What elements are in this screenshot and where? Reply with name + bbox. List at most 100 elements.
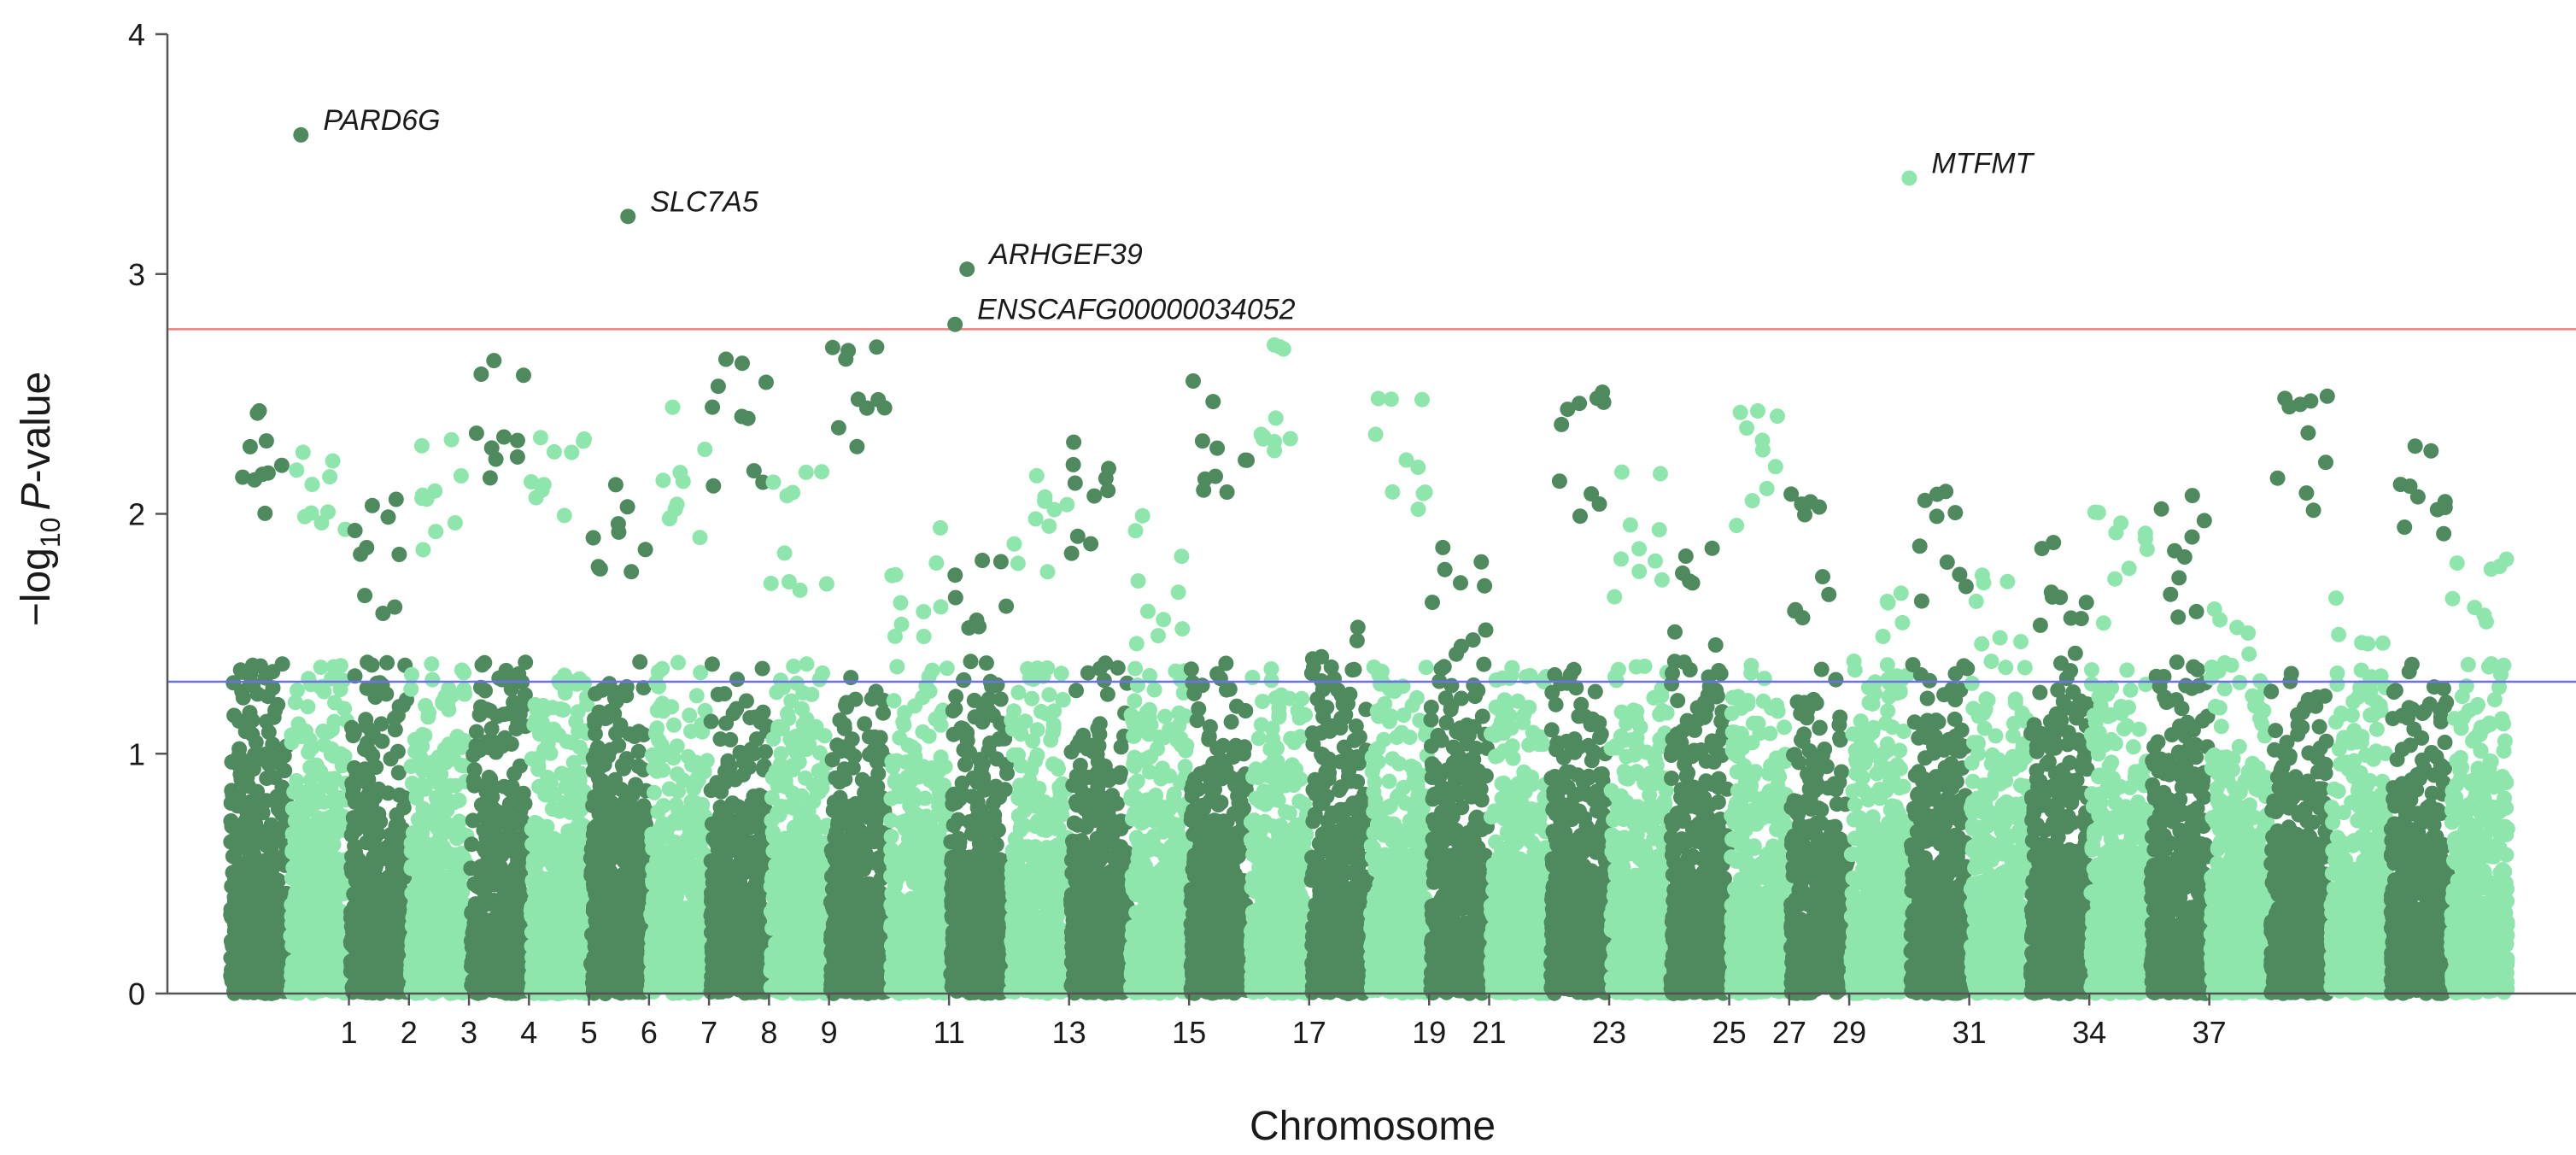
snp-point (283, 982, 299, 999)
snp-point (416, 810, 432, 826)
snp-point (471, 917, 487, 933)
snp-point (729, 866, 746, 882)
snp-point (348, 820, 364, 836)
snp-point (630, 743, 647, 759)
snp-point (637, 542, 653, 558)
snp-point (266, 770, 283, 786)
snp-point (688, 688, 705, 704)
snp-point (562, 891, 578, 907)
snp-point (453, 468, 469, 484)
snp-point (387, 722, 403, 738)
snp-point (428, 524, 444, 540)
snp-point (299, 964, 314, 981)
snp-point (659, 825, 675, 841)
snp-point (607, 477, 624, 493)
snp-point (536, 831, 553, 847)
snp-point (367, 909, 383, 925)
snp-point (441, 681, 457, 697)
snp-point (666, 812, 682, 829)
snp-point (289, 462, 305, 478)
snp-point (516, 367, 531, 384)
snp-point (646, 868, 662, 884)
snp-point (496, 778, 512, 794)
snp-point (694, 799, 710, 815)
snp-point (258, 433, 274, 449)
snp-point (609, 837, 625, 853)
snp-point (371, 781, 387, 797)
chromosome-7-points (583, 477, 655, 1001)
snp-point (646, 941, 662, 957)
snp-point (472, 872, 489, 888)
snp-point (506, 695, 522, 711)
snp-point (440, 818, 456, 834)
snp-point (530, 923, 546, 939)
snp-point (290, 878, 306, 894)
snp-point (380, 509, 396, 525)
snp-point (380, 982, 396, 999)
snp-point (586, 976, 601, 991)
snp-point (232, 662, 249, 678)
snp-point (440, 912, 456, 928)
snp-point (710, 686, 726, 702)
snp-point (416, 894, 432, 911)
snp-point (443, 431, 460, 448)
snp-point (712, 731, 729, 748)
snp-point (565, 939, 582, 955)
snp-point (243, 843, 260, 859)
snp-point (602, 742, 618, 758)
snp-point (357, 761, 373, 777)
snp-point (263, 817, 279, 833)
snp-point (416, 860, 431, 877)
snp-point (464, 836, 480, 853)
snp-point (738, 693, 754, 709)
snp-point (610, 516, 626, 532)
snp-point (355, 882, 372, 898)
snp-point (718, 351, 734, 367)
snp-point (249, 963, 265, 979)
snp-point (351, 970, 367, 986)
snp-point (524, 474, 539, 490)
snp-point (814, 464, 830, 480)
snp-point (375, 606, 391, 621)
snp-point (567, 906, 583, 922)
snp-point (299, 789, 315, 805)
snp-point (564, 735, 580, 751)
snp-point (739, 896, 755, 912)
snp-point (526, 717, 542, 733)
snp-point (267, 875, 284, 890)
chromosome-6-points (523, 430, 595, 1001)
snp-point (570, 830, 586, 846)
snp-point (669, 738, 685, 754)
snp-point (481, 807, 496, 823)
snp-point (261, 984, 277, 1000)
snp-point (383, 880, 399, 895)
snp-point (667, 971, 683, 988)
snp-point (654, 748, 670, 764)
snp-point (494, 671, 510, 688)
snp-point (384, 859, 401, 876)
snp-point (502, 929, 518, 946)
snp-point (552, 675, 568, 691)
snp-point (792, 582, 808, 598)
snp-point (561, 868, 577, 884)
snp-point (367, 689, 383, 705)
snp-point (235, 469, 251, 485)
snp-point (433, 787, 449, 803)
snp-point (743, 742, 759, 758)
snp-point (313, 660, 329, 676)
snp-point (404, 666, 419, 683)
snp-point (647, 784, 662, 800)
snp-point (576, 433, 592, 449)
snp-point (364, 657, 380, 673)
snp-point (482, 470, 498, 486)
snp-point (441, 736, 457, 753)
snp-point (591, 771, 607, 788)
snp-point (704, 890, 720, 906)
snp-point (692, 530, 708, 546)
snp-point (441, 853, 457, 870)
snp-point (356, 742, 372, 757)
snp-point (670, 654, 686, 671)
snp-point (532, 952, 548, 968)
snp-point (588, 686, 604, 702)
